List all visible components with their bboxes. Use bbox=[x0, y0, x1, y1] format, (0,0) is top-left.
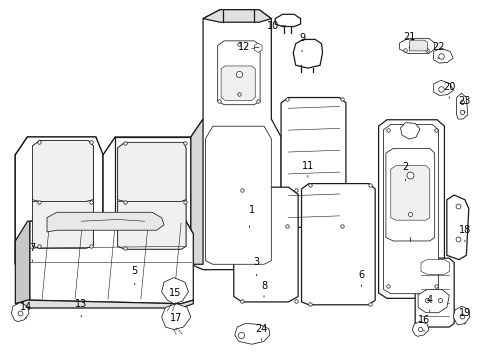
Polygon shape bbox=[118, 142, 185, 202]
Polygon shape bbox=[103, 137, 115, 264]
Polygon shape bbox=[456, 93, 467, 119]
Polygon shape bbox=[118, 200, 185, 249]
Polygon shape bbox=[15, 221, 193, 248]
Text: 13: 13 bbox=[75, 299, 87, 309]
Text: 11: 11 bbox=[301, 161, 313, 171]
Text: 1: 1 bbox=[248, 206, 254, 216]
Polygon shape bbox=[32, 140, 93, 248]
Polygon shape bbox=[15, 137, 27, 264]
Text: 12: 12 bbox=[238, 42, 250, 52]
Polygon shape bbox=[420, 260, 448, 274]
Text: 9: 9 bbox=[298, 33, 305, 43]
Polygon shape bbox=[221, 66, 255, 100]
Polygon shape bbox=[118, 142, 185, 249]
Text: 18: 18 bbox=[458, 225, 470, 235]
Text: 22: 22 bbox=[431, 42, 444, 52]
Polygon shape bbox=[161, 278, 188, 304]
Polygon shape bbox=[433, 80, 452, 95]
Polygon shape bbox=[103, 137, 190, 264]
Polygon shape bbox=[15, 137, 103, 155]
Text: 24: 24 bbox=[255, 324, 267, 334]
Text: 16: 16 bbox=[417, 315, 429, 325]
Text: 4: 4 bbox=[426, 295, 432, 305]
Text: 15: 15 bbox=[169, 288, 181, 298]
Text: 8: 8 bbox=[261, 281, 266, 291]
Polygon shape bbox=[15, 221, 30, 304]
Polygon shape bbox=[433, 48, 452, 63]
Polygon shape bbox=[32, 200, 93, 248]
Polygon shape bbox=[115, 137, 190, 264]
Polygon shape bbox=[190, 119, 203, 264]
Polygon shape bbox=[32, 140, 93, 202]
Polygon shape bbox=[15, 248, 103, 264]
Polygon shape bbox=[217, 41, 260, 105]
Polygon shape bbox=[30, 221, 193, 304]
Text: 17: 17 bbox=[170, 313, 182, 323]
Polygon shape bbox=[293, 40, 322, 68]
Polygon shape bbox=[161, 304, 190, 329]
Polygon shape bbox=[390, 166, 429, 220]
Polygon shape bbox=[417, 289, 448, 313]
Polygon shape bbox=[281, 98, 345, 227]
Polygon shape bbox=[205, 126, 271, 264]
Text: 21: 21 bbox=[402, 32, 415, 41]
Polygon shape bbox=[446, 195, 468, 260]
Text: 14: 14 bbox=[20, 302, 32, 312]
Polygon shape bbox=[378, 120, 444, 298]
Text: 6: 6 bbox=[358, 270, 364, 280]
Polygon shape bbox=[233, 187, 298, 302]
Text: 20: 20 bbox=[442, 82, 454, 92]
Text: 2: 2 bbox=[402, 162, 407, 172]
Polygon shape bbox=[254, 43, 262, 52]
Text: 7: 7 bbox=[29, 243, 36, 253]
Polygon shape bbox=[15, 300, 193, 308]
Text: 10: 10 bbox=[266, 21, 278, 31]
Polygon shape bbox=[11, 303, 29, 321]
Polygon shape bbox=[47, 212, 163, 232]
Polygon shape bbox=[15, 137, 27, 264]
Polygon shape bbox=[234, 323, 269, 344]
Polygon shape bbox=[411, 321, 428, 336]
Polygon shape bbox=[414, 258, 453, 327]
Polygon shape bbox=[385, 148, 434, 241]
Polygon shape bbox=[27, 137, 96, 248]
Text: 19: 19 bbox=[458, 308, 470, 318]
Polygon shape bbox=[15, 137, 103, 264]
Text: 23: 23 bbox=[458, 96, 470, 106]
Text: 5: 5 bbox=[131, 266, 138, 276]
Polygon shape bbox=[383, 125, 438, 294]
Polygon shape bbox=[400, 123, 419, 139]
Polygon shape bbox=[452, 306, 469, 325]
Text: 3: 3 bbox=[253, 257, 259, 267]
Polygon shape bbox=[399, 39, 434, 53]
Polygon shape bbox=[408, 40, 427, 51]
Polygon shape bbox=[301, 184, 374, 305]
Polygon shape bbox=[203, 10, 271, 22]
Polygon shape bbox=[275, 14, 300, 27]
Polygon shape bbox=[190, 10, 281, 270]
